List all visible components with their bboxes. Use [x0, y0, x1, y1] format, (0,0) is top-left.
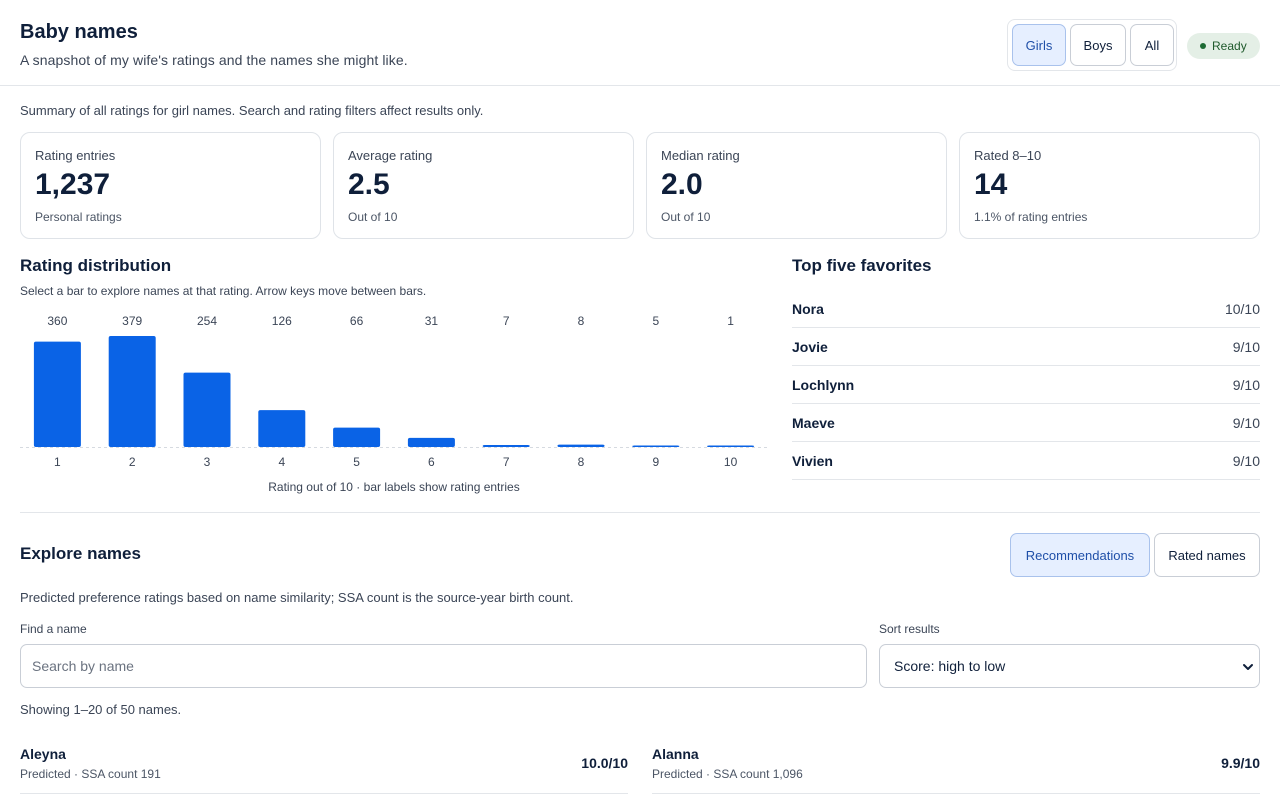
favorite-name: Lochlynn	[792, 377, 855, 393]
chart-tick-label: 9	[652, 455, 659, 469]
chart-data-label: 5	[652, 314, 659, 328]
status-dot-icon	[1200, 43, 1206, 49]
tab-recommendations[interactable]: Recommendations	[1010, 533, 1150, 577]
status-text: Ready	[1212, 39, 1247, 53]
chart-data-label: 1	[727, 314, 734, 328]
status-badge: Ready	[1187, 33, 1260, 59]
chart-tick-label: 3	[204, 455, 211, 469]
filter-girls-button[interactable]: Girls	[1012, 24, 1066, 66]
chart-bar-rating-7[interactable]	[482, 444, 530, 447]
favorite-name: Vivien	[792, 453, 833, 469]
stat-sub: 1.1% of rating entries	[974, 210, 1088, 224]
filter-boys-button[interactable]: Boys	[1070, 24, 1126, 66]
page-header: Baby names A snapshot of my wife's ratin…	[0, 0, 1280, 86]
stat-value: 1,237	[35, 168, 111, 201]
stat-label: Rated 8–10	[974, 148, 1042, 163]
stat-value: 14	[974, 168, 1008, 201]
chart-bar-rating-1[interactable]	[33, 341, 81, 447]
favorite-row: Vivien 9/10	[792, 442, 1260, 480]
tab-rated-names[interactable]: Rated names	[1154, 533, 1260, 577]
favorite-score: 9/10	[1232, 339, 1260, 355]
explore-title: Explore names	[20, 544, 141, 563]
chart-bar-rating-4[interactable]	[258, 410, 306, 447]
chart-data-label: 66	[350, 314, 364, 328]
chart-data-label: 126	[272, 314, 292, 328]
result-name: Alanna	[652, 746, 699, 762]
chart-data-label: 379	[122, 314, 142, 328]
favorites-title: Top five favorites	[792, 256, 932, 275]
chart-data-label: 31	[425, 314, 439, 328]
chart-tick-label: 2	[129, 455, 136, 469]
favorite-score: 9/10	[1232, 377, 1260, 393]
stat-value: 2.0	[661, 168, 703, 201]
result-score: 10.0/10	[581, 755, 628, 771]
stat-label: Rating entries	[35, 148, 116, 163]
result-row[interactable]: Aleyna Predicted · SSA count 191 10.0/10	[20, 740, 628, 794]
chart-bar-rating-10[interactable]	[707, 445, 755, 448]
stat-card-median-rating: Median rating 2.0 Out of 10	[646, 132, 947, 239]
chart-caption: Rating out of 10 · bar labels show ratin…	[268, 480, 520, 494]
chart-tick-label: 7	[503, 455, 510, 469]
sort-label: Sort results	[879, 622, 940, 636]
search-input[interactable]	[20, 644, 867, 688]
chart-data-label: 360	[47, 314, 67, 328]
chart-bar-rating-2[interactable]	[108, 336, 156, 447]
result-row[interactable]: Alanna Predicted · SSA count 1,096 9.9/1…	[652, 740, 1260, 794]
explore-note: Predicted preference ratings based on na…	[20, 590, 574, 605]
chart-tick-label: 8	[578, 455, 585, 469]
stat-card-rating-entries: Rating entries 1,237 Personal ratings	[20, 132, 321, 239]
favorite-name: Jovie	[792, 339, 828, 355]
result-meta: Predicted · SSA count 1,096	[652, 767, 803, 781]
distribution-title: Rating distribution	[20, 256, 172, 275]
chart-tick-label: 10	[724, 455, 738, 469]
stat-label: Average rating	[348, 148, 433, 163]
result-name: Aleyna	[20, 746, 66, 762]
chart-data-label: 8	[578, 314, 585, 328]
chart-bar-rating-9[interactable]	[632, 445, 680, 448]
chart-bar-rating-3[interactable]	[183, 372, 231, 447]
page-title: Baby names	[20, 21, 138, 43]
stat-value: 2.5	[348, 168, 390, 201]
gender-filter-group: Girls Boys All	[1007, 19, 1177, 71]
result-meta: Predicted · SSA count 191	[20, 767, 161, 781]
filter-all-button[interactable]: All	[1130, 24, 1174, 66]
chart-bar-rating-8[interactable]	[557, 444, 605, 447]
chart-tick-label: 5	[353, 455, 360, 469]
sort-select[interactable]: Score: high to low	[879, 644, 1260, 688]
favorite-row: Maeve 9/10	[792, 404, 1260, 442]
favorite-name: Nora	[792, 301, 824, 317]
favorite-row: Nora 10/10	[792, 290, 1260, 328]
stat-label: Median rating	[661, 148, 740, 163]
favorite-row: Lochlynn 9/10	[792, 366, 1260, 404]
chart-bar-rating-5[interactable]	[333, 427, 381, 447]
chart-tick-label: 4	[278, 455, 285, 469]
favorite-score: 10/10	[1224, 301, 1260, 317]
rating-distribution-chart: 360 1 379 2 254 3 126 4 66 5 31 6 7 7 8 8 5 9 1 10	[20, 314, 768, 469]
chart-tick-label: 1	[54, 455, 61, 469]
page-subtitle: A snapshot of my wife's ratings and the …	[20, 52, 408, 68]
stat-card-average-rating: Average rating 2.5 Out of 10	[333, 132, 634, 239]
stat-sub: Out of 10	[661, 210, 711, 224]
search-label: Find a name	[20, 622, 87, 636]
stat-sub: Personal ratings	[35, 210, 122, 224]
chart-bar-rating-6[interactable]	[407, 437, 455, 447]
result-score: 9.9/10	[1221, 755, 1260, 771]
distribution-hint: Select a bar to explore names at that ra…	[20, 284, 427, 298]
chart-data-label: 254	[197, 314, 217, 328]
favorite-score: 9/10	[1232, 415, 1260, 431]
chart-tick-label: 6	[428, 455, 435, 469]
stat-sub: Out of 10	[348, 210, 398, 224]
results-count: Showing 1–20 of 50 names.	[20, 702, 182, 717]
favorite-name: Maeve	[792, 415, 835, 431]
favorite-score: 9/10	[1232, 453, 1260, 469]
sort-value: Score: high to low	[894, 658, 1006, 674]
chart-data-label: 7	[503, 314, 510, 328]
summary-note: Summary of all ratings for girl names. S…	[20, 103, 484, 118]
chevron-down-icon	[1243, 664, 1253, 670]
section-divider	[20, 512, 1260, 513]
stat-card-rated-8-10: Rated 8–10 14 1.1% of rating entries	[959, 132, 1260, 239]
favorite-row: Jovie 9/10	[792, 328, 1260, 366]
